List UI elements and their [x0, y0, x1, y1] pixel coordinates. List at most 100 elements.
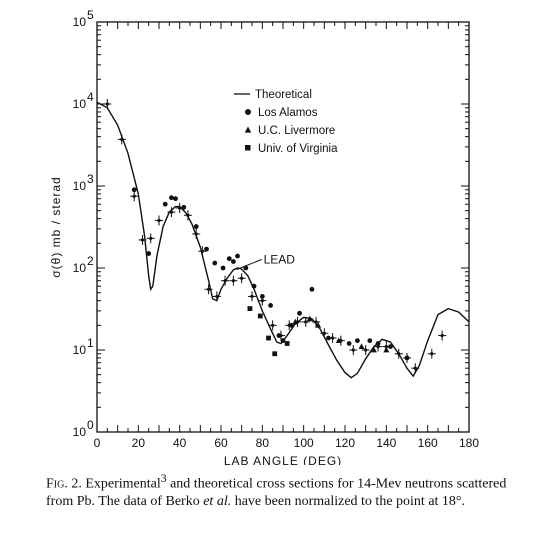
y-tick-exponent: 0	[87, 418, 94, 432]
plot-frame	[96, 21, 470, 433]
y-tick-label: 10	[73, 179, 87, 193]
caption-text-1: Experimental	[81, 476, 161, 492]
x-tick-label: 140	[376, 436, 396, 450]
error-bar-marker	[287, 323, 291, 327]
error-bar-marker	[339, 339, 343, 343]
error-bar-point	[382, 341, 391, 352]
error-bar-point	[293, 316, 302, 327]
legend-label-uc-livermore: U.C. Livermore	[258, 125, 335, 137]
error-bar-point	[248, 291, 256, 302]
x-tick-label: 120	[335, 436, 355, 450]
y-tick-exponent: 4	[87, 90, 94, 104]
los-alamos-point	[268, 302, 273, 308]
x-tick-label: 40	[173, 436, 187, 450]
error-bar-point	[349, 345, 358, 355]
error-bar-point	[301, 316, 310, 327]
legend-circle-symbol	[245, 109, 251, 115]
error-bar-point	[103, 99, 112, 109]
x-tick-label: 0	[94, 436, 101, 450]
los-alamos-point	[346, 341, 352, 346]
legend-square-symbol	[245, 145, 251, 151]
error-bar-point	[394, 348, 403, 359]
error-bar-marker	[413, 366, 417, 370]
los-alamos-point	[367, 338, 373, 344]
error-bar-point	[155, 215, 163, 226]
error-bar-point	[276, 330, 285, 341]
los-alamos-point	[220, 265, 226, 271]
error-bar-marker	[430, 352, 434, 356]
figure-label: Fig. 2.	[46, 476, 82, 492]
uc-livermore-point	[306, 315, 313, 322]
y-tick-label: 10	[73, 425, 87, 439]
x-tick-label: 20	[132, 436, 146, 450]
error-bar-marker	[376, 345, 380, 349]
error-bar-marker	[440, 333, 444, 338]
los-alamos-point	[309, 286, 315, 292]
error-bar-point	[138, 234, 147, 245]
legend-triangle-symbol	[244, 126, 252, 133]
univ-virginia-point	[257, 313, 263, 319]
error-bar-marker	[140, 238, 145, 242]
los-alamos-point	[297, 310, 302, 316]
theoretical-curve-layer	[96, 101, 470, 379]
univ-virginia-point	[266, 335, 271, 341]
univ-virginia-point	[284, 341, 290, 346]
los-alamos-point	[388, 344, 393, 350]
legend-label-los-alamos: Los Alamos	[258, 107, 318, 119]
univ-virginia-point	[247, 306, 253, 311]
error-bar-marker	[169, 210, 173, 214]
error-bar-marker	[132, 194, 136, 198]
x-tick-label: 80	[256, 436, 270, 450]
error-bar-marker	[364, 348, 368, 352]
los-alamos-point	[169, 195, 174, 201]
uc-livermore-point	[358, 343, 365, 350]
error-bar-point	[336, 335, 345, 346]
error-bar-marker	[397, 352, 401, 356]
caption-text-2: and theoretical cross sections for 14-Me…	[46, 476, 507, 509]
error-bar-point	[204, 284, 213, 295]
los-alamos-point	[146, 251, 152, 256]
error-bar-point	[328, 333, 337, 344]
error-bar-point	[438, 330, 447, 341]
los-alamos-point	[280, 338, 286, 344]
error-bar-marker	[157, 218, 161, 223]
axis-ticks	[96, 22, 470, 433]
error-bar-point	[403, 352, 411, 363]
error-bar-marker	[322, 331, 326, 335]
caption-et-al: et al.	[203, 493, 232, 509]
error-bar-marker	[207, 287, 211, 291]
error-bar-point	[167, 207, 176, 218]
error-bar-marker	[295, 320, 300, 324]
theoretical-curve	[96, 101, 470, 379]
error-bar-marker	[271, 323, 275, 327]
los-alamos-point	[173, 196, 178, 202]
error-bar-point	[361, 345, 370, 355]
error-bar-marker	[200, 249, 204, 253]
los-alamos-point	[251, 283, 257, 289]
error-bar-point	[183, 210, 192, 221]
y-tick-label: 10	[73, 261, 87, 275]
error-bar-point	[198, 246, 207, 257]
figure-caption: Fig. 2. Experimental3 and theoretical cr…	[46, 470, 536, 510]
los-alamos-point	[355, 338, 360, 344]
error-bar-marker	[279, 333, 283, 338]
y-tick-label: 10	[73, 15, 87, 29]
error-bar-point	[268, 320, 277, 331]
univ-virginia-point	[272, 351, 278, 357]
y-axis-label: σ(θ) mb / sterad	[49, 176, 63, 277]
uc-livermore-point	[370, 346, 377, 353]
caption-text-3: have been normalized to the point at 18°…	[231, 493, 466, 509]
error-bar-marker	[405, 356, 409, 360]
error-bar-point	[130, 191, 139, 202]
error-bar-marker	[231, 279, 235, 283]
error-bar-point	[192, 228, 201, 239]
legend-label-theoretical: Theoretical	[255, 89, 312, 101]
y-tick-exponent: 2	[87, 254, 94, 268]
los-alamos-point	[181, 204, 187, 210]
x-tick-label: 160	[418, 436, 438, 450]
error-bar-point	[229, 275, 238, 286]
error-bar-point	[285, 320, 294, 331]
error-bar-marker	[304, 320, 308, 324]
